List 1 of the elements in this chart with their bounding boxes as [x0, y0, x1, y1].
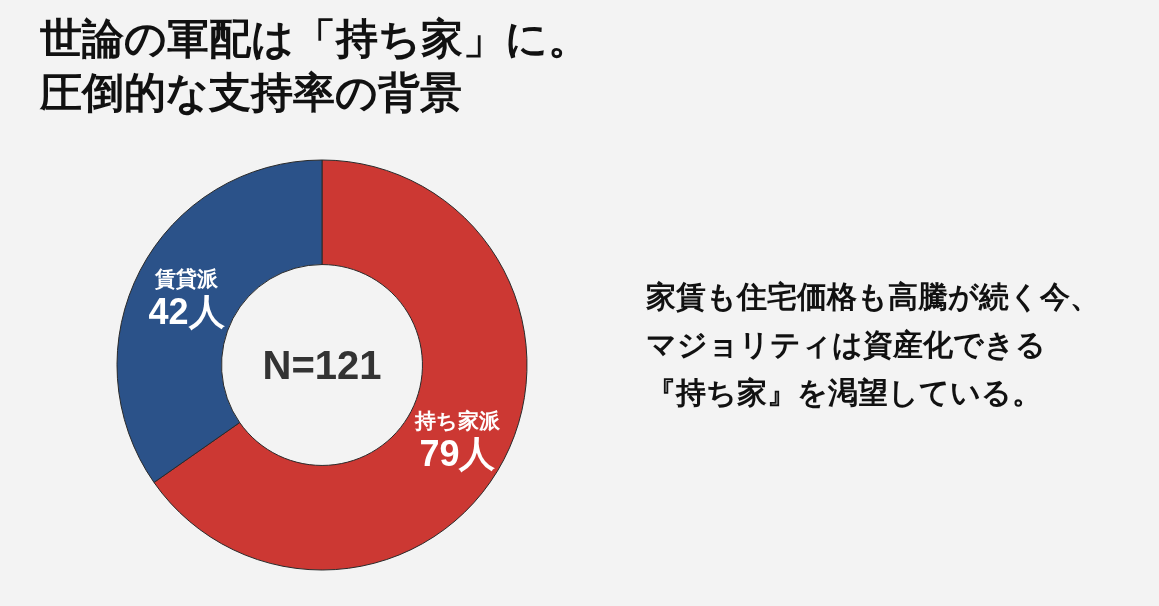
title: 世論の軍配は「持ち家」に。圧倒的な支持率の背景 — [40, 14, 591, 118]
